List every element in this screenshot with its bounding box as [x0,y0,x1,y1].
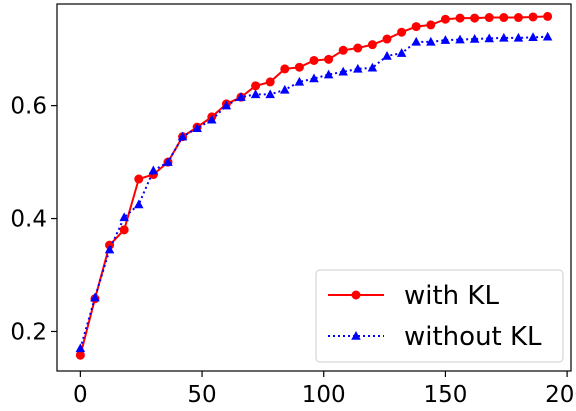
data-point [104,244,115,254]
data-point [499,32,509,42]
data-point [484,13,494,23]
data-point [134,199,144,209]
data-point [469,34,480,43]
data-point [75,343,86,353]
data-point [148,165,159,175]
data-point [455,34,465,44]
legend-item: with KL [328,281,499,311]
data-point [251,81,261,91]
y-tick-label: 0.4 [10,207,47,233]
data-point [353,63,363,73]
legend-item: without KL [328,322,542,352]
data-point [543,11,553,21]
x-tick-label: 0 [73,382,88,408]
legend-marker [351,331,361,340]
data-point [192,123,202,132]
data-point [440,14,450,24]
plot-area [75,11,553,360]
series-1 [75,31,553,353]
data-point [411,22,421,32]
data-point [280,64,290,74]
data-point [528,32,538,42]
data-point [265,77,275,87]
data-point [426,20,436,30]
data-point [513,13,523,23]
x-tick-label: 200 [545,382,576,408]
data-point [119,212,129,222]
data-point [396,48,407,57]
legend-marker [351,290,361,300]
data-point [411,36,421,46]
data-point [484,33,494,43]
legend-label: with KL [404,281,499,311]
data-point [177,131,188,141]
axis-ticks: 0 50 100 150 200 0.2 0.4 0.6 [10,94,576,408]
data-point [265,89,275,99]
data-point [367,62,378,72]
x-tick-label: 150 [423,382,467,408]
data-point [280,84,290,94]
data-point [119,225,129,235]
y-tick-label: 0.6 [10,94,47,120]
legend-label: without KL [404,322,542,352]
data-point [294,76,305,86]
data-point [309,55,319,65]
data-point [75,350,85,360]
data-point [397,27,407,37]
data-point [440,35,451,44]
data-point [367,40,377,50]
data-point [426,36,436,46]
data-point [236,92,246,101]
y-tick-label: 0.2 [10,319,47,345]
legend: with KL without KL [315,269,564,363]
data-point [323,69,334,79]
data-point [134,174,144,184]
data-point [528,12,538,22]
data-point [455,13,465,23]
data-point [382,34,392,44]
data-point [221,100,232,110]
data-point [90,292,100,302]
data-point [499,13,509,23]
data-point [163,157,173,166]
axes-frame [56,3,572,372]
series-0 [75,11,553,360]
x-tick-label: 100 [302,382,346,408]
data-point [338,45,348,55]
data-point [324,54,334,64]
data-point [513,32,524,42]
data-point [470,13,480,23]
data-point [542,31,553,41]
data-point [207,114,217,124]
data-point [382,50,392,60]
series-line [79,35,548,349]
data-point [309,73,319,83]
legend-box [315,269,564,363]
data-point [250,89,261,99]
data-point [353,43,363,53]
data-point [338,66,348,76]
data-point [294,62,304,72]
x-tick-label: 50 [187,382,216,408]
